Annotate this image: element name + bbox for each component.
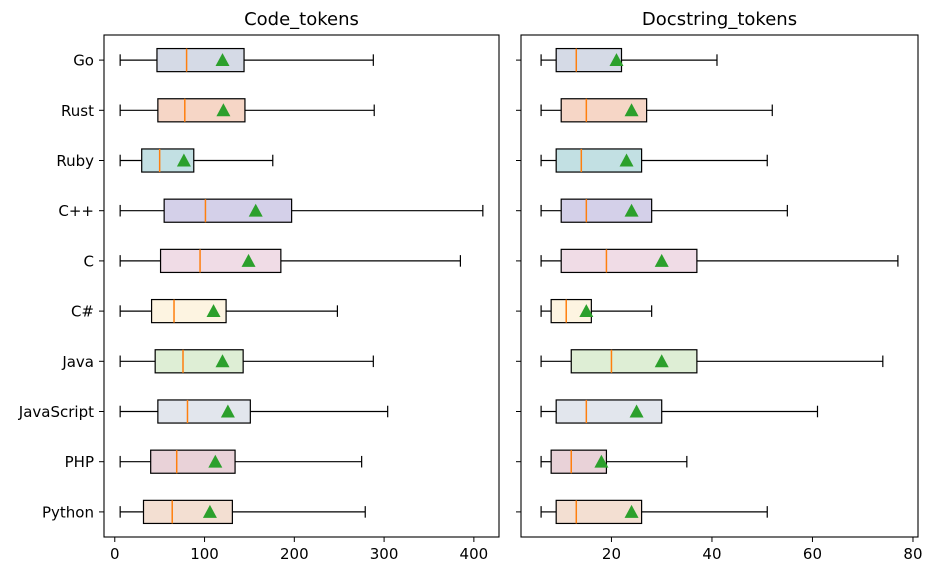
code-tokens-box-csharp: [119, 298, 339, 324]
box-iqr: [159, 248, 282, 274]
box-iqr: [560, 248, 698, 274]
code-tokens-box-ruby: [119, 148, 274, 173]
code-tokens-box-java: [119, 349, 374, 374]
code-tokens-boxes: [119, 47, 484, 525]
code-tokens-box-cplusplus: [119, 198, 484, 223]
mean-triangle-icon: [609, 53, 624, 67]
mean-triangle-icon: [202, 504, 217, 518]
code-tokens-box-c: [119, 248, 461, 274]
code-tokens-box-go: [119, 47, 374, 73]
box-iqr: [163, 198, 293, 223]
mean-triangle-icon: [241, 253, 256, 267]
y-tick-label-go: Go: [73, 52, 94, 70]
docstring-tokens-box-ruby: [540, 148, 768, 173]
mean-triangle-icon: [654, 253, 669, 267]
docstring-tokens-box-javascript: [540, 399, 819, 424]
docstring-tokens-x-tick-label: 20: [602, 545, 621, 563]
mean-triangle-icon: [619, 153, 634, 167]
mean-triangle-icon: [624, 103, 639, 117]
docstring-tokens-box-cplusplus: [540, 198, 788, 223]
docstring-tokens-y-ticks: [516, 59, 521, 513]
code-tokens-box-php: [119, 449, 363, 474]
docstring-tokens-plot-frame: [520, 34, 919, 538]
y-tick-label-ruby: Ruby: [56, 152, 94, 170]
docstring-tokens-x-tick-label: 80: [903, 545, 922, 563]
code-tokens-box-rust: [119, 98, 375, 123]
mean-triangle-icon: [208, 454, 223, 468]
mean-triangle-icon: [176, 153, 191, 167]
mean-triangle-icon: [624, 504, 639, 518]
mean-triangle-icon: [216, 103, 231, 117]
mean-triangle-icon: [654, 354, 669, 368]
code-tokens-box-python: [119, 499, 366, 525]
box-iqr: [157, 98, 246, 123]
mean-triangle-icon: [206, 304, 221, 318]
box-iqr: [156, 47, 245, 73]
mean-triangle-icon: [624, 203, 639, 217]
y-tick-label-cplusplus: C++: [58, 202, 94, 220]
docstring-tokens-x-tick-label: 60: [803, 545, 822, 563]
y-tick-label-javascript: JavaScript: [18, 403, 94, 421]
code-tokens-x-tick-label: 400: [460, 545, 489, 563]
docstring-tokens-box-c: [540, 248, 899, 274]
box-iqr: [555, 499, 643, 525]
y-tick-label-csharp: C#: [71, 303, 94, 321]
docstring-tokens-box-csharp: [540, 298, 653, 324]
y-tick-label-java: Java: [61, 353, 94, 371]
box-iqr: [154, 349, 244, 374]
box-iqr: [555, 399, 663, 424]
code-tokens-x-tick-label: 100: [190, 545, 219, 563]
code-tokens-y-ticks: [99, 59, 104, 513]
mean-triangle-icon: [248, 203, 263, 217]
docstring-tokens-box-python: [540, 499, 768, 525]
docstring-tokens-box-go: [540, 47, 718, 73]
mean-triangle-icon: [215, 354, 230, 368]
code-tokens-box-javascript: [119, 399, 389, 424]
box-iqr: [142, 499, 233, 525]
box-iqr: [555, 47, 623, 73]
box-iqr: [550, 449, 608, 474]
mean-triangle-icon: [215, 53, 230, 67]
mean-triangle-icon: [220, 404, 235, 418]
mean-triangle-icon: [629, 404, 644, 418]
y-tick-label-rust: Rust: [61, 102, 94, 120]
box-iqr: [150, 449, 236, 474]
y-tick-label-php: PHP: [65, 453, 94, 471]
y-tick-label-c: C: [84, 252, 94, 270]
box-iqr: [157, 399, 251, 424]
docstring-tokens-box-java: [540, 349, 884, 374]
code-tokens-plot-frame: [103, 34, 500, 538]
code-tokens-y-tick-labels: Go Rust Ruby C++ C C# Java JavaScript PHP Python: [18, 52, 94, 522]
y-tick-label-python: Python: [42, 503, 94, 521]
docstring-tokens-boxes: [540, 47, 899, 525]
code-tokens-x-tick-label: 200: [280, 545, 309, 563]
docstring-tokens-x-tick-label: 40: [702, 545, 721, 563]
code-tokens-panel: Code_tokens Go Rust Ruby C++ C C# Java JavaScri…: [18, 9, 500, 563]
box-iqr: [570, 349, 698, 374]
docstring-tokens-panel: Docstring_tokens 20 40 60 80: [516, 9, 923, 563]
docstring-tokens-x-ticks: 20 40 60 80: [602, 537, 923, 563]
docstring-tokens-box-rust: [540, 98, 773, 123]
code-tokens-x-tick-label: 300: [370, 545, 399, 563]
code-tokens-x-ticks: 0 100 200 300 400: [110, 537, 488, 563]
docstring-tokens-title: Docstring_tokens: [642, 9, 797, 30]
code-tokens-title: Code_tokens: [244, 9, 359, 30]
mean-triangle-icon: [579, 304, 594, 318]
docstring-tokens-box-php: [540, 449, 688, 474]
code-tokens-x-tick-label: 0: [110, 545, 120, 563]
mean-triangle-icon: [594, 454, 609, 468]
box-iqr: [560, 198, 653, 223]
